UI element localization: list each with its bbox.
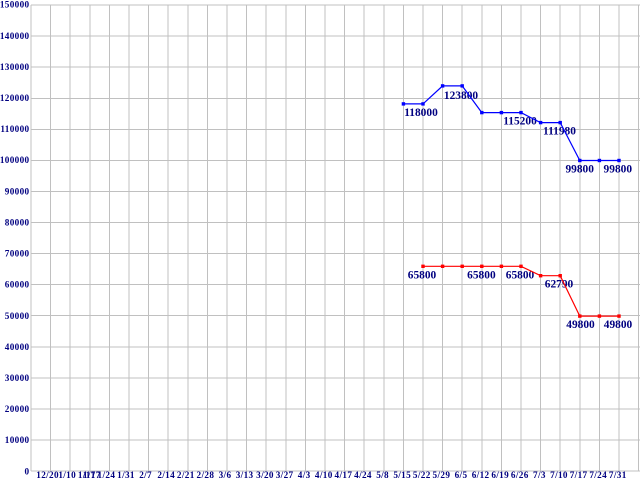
svg-text:7/31: 7/31 xyxy=(609,470,627,480)
svg-text:123800: 123800 xyxy=(444,90,478,102)
svg-text:4/10: 4/10 xyxy=(315,470,333,480)
svg-text:60000: 60000 xyxy=(5,280,30,290)
svg-text:7/17: 7/17 xyxy=(570,470,588,480)
svg-text:6/19: 6/19 xyxy=(491,470,509,480)
svg-text:90000: 90000 xyxy=(5,186,30,196)
svg-text:5/8: 5/8 xyxy=(376,470,389,480)
svg-text:1/31: 1/31 xyxy=(117,470,135,480)
svg-text:111980: 111980 xyxy=(543,126,576,138)
svg-text:3/27: 3/27 xyxy=(276,470,294,480)
svg-text:0: 0 xyxy=(25,466,30,476)
svg-text:5/15: 5/15 xyxy=(393,470,411,480)
svg-text:115200: 115200 xyxy=(503,116,537,128)
svg-text:120000: 120000 xyxy=(0,93,30,103)
svg-text:6/12: 6/12 xyxy=(472,470,490,480)
svg-text:3/20: 3/20 xyxy=(256,470,274,480)
svg-text:7/24: 7/24 xyxy=(589,470,607,480)
svg-text:99800: 99800 xyxy=(604,164,633,176)
svg-text:99800: 99800 xyxy=(565,164,594,176)
svg-text:65800: 65800 xyxy=(506,269,535,281)
svg-text:2/28: 2/28 xyxy=(197,470,215,480)
svg-text:3/6: 3/6 xyxy=(219,470,232,480)
svg-text:65800: 65800 xyxy=(408,269,437,281)
svg-text:140000: 140000 xyxy=(0,31,30,41)
svg-text:7/3: 7/3 xyxy=(533,470,546,480)
svg-text:40000: 40000 xyxy=(5,342,30,352)
svg-text:2/7: 2/7 xyxy=(139,470,152,480)
svg-text:150000: 150000 xyxy=(0,0,30,10)
svg-text:10000: 10000 xyxy=(5,435,30,445)
svg-text:2/21: 2/21 xyxy=(177,470,195,480)
svg-text:5/22: 5/22 xyxy=(413,470,431,480)
svg-text:50000: 50000 xyxy=(5,311,30,321)
svg-text:62790: 62790 xyxy=(545,279,574,291)
svg-text:70000: 70000 xyxy=(5,249,30,259)
svg-text:1/17: 1/17 xyxy=(83,470,101,480)
svg-text:110000: 110000 xyxy=(0,124,29,134)
svg-text:4/24: 4/24 xyxy=(354,470,372,480)
svg-text:65800: 65800 xyxy=(467,269,496,281)
svg-text:49800: 49800 xyxy=(566,319,595,331)
svg-text:80000: 80000 xyxy=(5,217,30,227)
svg-text:30000: 30000 xyxy=(5,373,30,383)
svg-text:118000: 118000 xyxy=(404,107,438,119)
svg-text:4/17: 4/17 xyxy=(335,470,353,480)
svg-text:6/5: 6/5 xyxy=(455,470,468,480)
svg-text:12/20: 12/20 xyxy=(36,470,59,480)
svg-text:100000: 100000 xyxy=(0,155,30,165)
svg-text:3/13: 3/13 xyxy=(236,470,254,480)
svg-text:6/26: 6/26 xyxy=(511,470,529,480)
svg-text:1/24: 1/24 xyxy=(98,470,116,480)
svg-text:2/14: 2/14 xyxy=(157,470,175,480)
svg-text:1/10: 1/10 xyxy=(58,470,76,480)
svg-text:20000: 20000 xyxy=(5,404,30,414)
svg-text:49800: 49800 xyxy=(604,319,633,331)
svg-text:5/29: 5/29 xyxy=(433,470,451,480)
svg-text:7/10: 7/10 xyxy=(550,470,568,480)
svg-text:4/3: 4/3 xyxy=(298,470,311,480)
svg-text:130000: 130000 xyxy=(0,62,30,72)
svg-text:1/17: 1/17 xyxy=(78,470,96,480)
